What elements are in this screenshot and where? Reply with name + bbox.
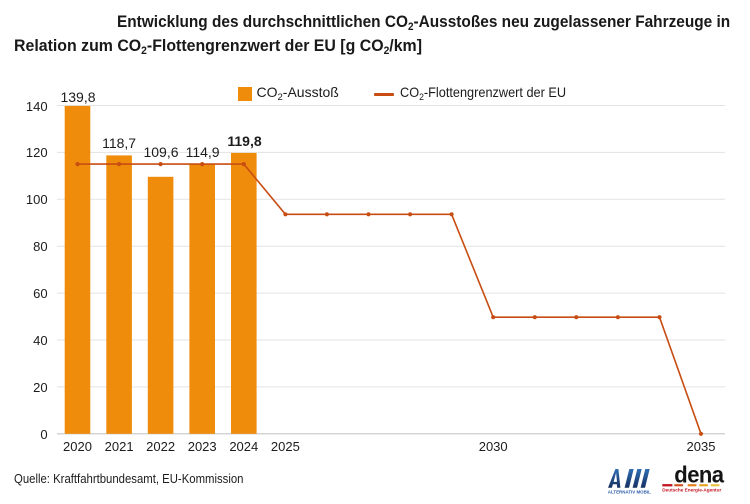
- svg-text:Deutsche Energie-Agentur: Deutsche Energie-Agentur: [662, 488, 721, 494]
- svg-text:ALTERNATIV MOBIL: ALTERNATIV MOBIL: [608, 490, 651, 495]
- svg-text:dena: dena: [674, 462, 724, 487]
